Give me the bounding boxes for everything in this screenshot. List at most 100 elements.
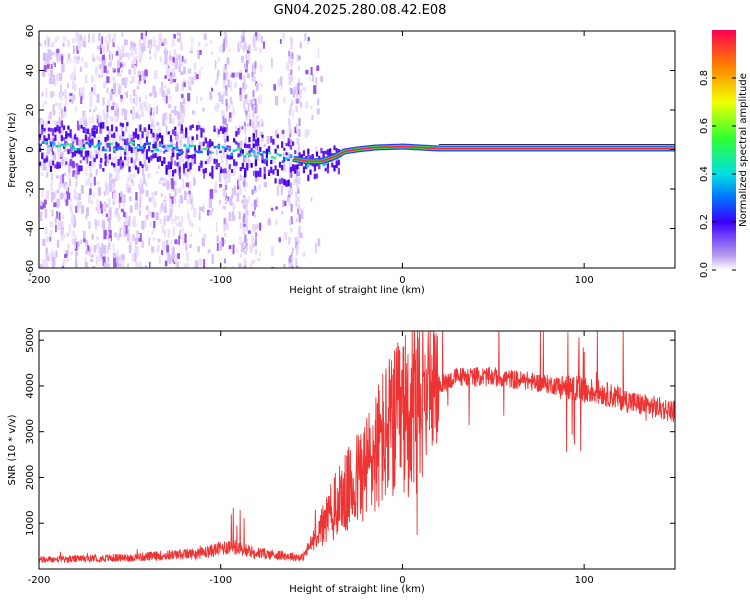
- heat-noise-cell: [133, 159, 137, 166]
- heat-noise-cell: [127, 138, 131, 144]
- heat-noise-cell: [316, 108, 320, 115]
- heat-noise-cell: [94, 148, 98, 154]
- heat-noise-cell: [175, 222, 179, 227]
- heat-band-cell: [124, 151, 127, 156]
- heat-noise-cell: [172, 195, 177, 205]
- heat-streak-cell: [253, 66, 256, 72]
- heat-noise-cell: [108, 197, 111, 207]
- heat-noise-cell: [68, 95, 73, 100]
- heat-noise-cell: [261, 136, 264, 142]
- heat-noise-cell: [49, 111, 52, 119]
- heat-streak-cell: [253, 106, 256, 112]
- heat-noise-cell: [75, 175, 78, 180]
- heat-noise-cell: [181, 61, 184, 67]
- heat-noise-cell: [72, 37, 75, 44]
- heat-ridge-cell: [205, 147, 209, 151]
- heat-noise-cell: [115, 89, 117, 97]
- heat-noise-cell: [108, 129, 112, 136]
- spectrogram-heatmap: [39, 31, 675, 268]
- heat-noise-cell: [102, 220, 106, 230]
- heat-noise-cell: [171, 180, 175, 190]
- heat-noise-cell: [189, 50, 193, 54]
- heat-noise-cell: [75, 60, 80, 65]
- heat-noise-cell: [263, 181, 268, 188]
- heat-band-cell: [294, 164, 297, 171]
- heat-noise-cell: [112, 76, 116, 82]
- heat-noise-cell: [181, 216, 184, 221]
- heat-noise-cell: [79, 141, 83, 146]
- heat-ridge-cell: [216, 145, 220, 149]
- heat-streak-cell: [288, 167, 291, 172]
- heat-streak-cell: [254, 61, 257, 69]
- heat-noise-cell: [239, 174, 242, 182]
- heat-noise-cell: [75, 181, 78, 187]
- heat-band-cell: [300, 154, 303, 158]
- heat-noise-cell: [139, 135, 142, 145]
- heat-noise-cell: [208, 198, 212, 208]
- heat-streak-cell: [244, 108, 247, 114]
- heat-band-cell: [130, 147, 133, 153]
- heat-noise-cell: [317, 238, 321, 247]
- heat-streak-cell: [243, 80, 246, 86]
- heat-noise-cell: [115, 113, 118, 120]
- heat-band-cell: [289, 166, 292, 173]
- heat-noise-cell: [169, 60, 172, 64]
- heat-noise-cell: [144, 94, 147, 100]
- heat-noise-cell: [171, 203, 174, 213]
- heat-band-cell: [285, 180, 288, 187]
- heat-noise-cell: [258, 184, 261, 191]
- heat-noise-cell: [143, 150, 147, 161]
- heat-noise-cell: [160, 193, 163, 197]
- heat-noise-cell: [46, 256, 50, 262]
- heat-ridge-cell: [232, 149, 236, 153]
- heat-band-cell: [152, 153, 155, 159]
- heat-band-cell: [191, 154, 194, 159]
- heat-noise-cell: [159, 255, 161, 265]
- heat-noise-cell: [154, 52, 157, 60]
- heat-streak-cell: [295, 248, 298, 256]
- heat-band-cell: [320, 147, 323, 154]
- heat-band-cell: [209, 143, 212, 148]
- heat-band-cell: [289, 145, 292, 150]
- heat-noise-cell: [190, 191, 193, 200]
- heat-noise-cell: [182, 98, 186, 105]
- heat-noise-cell: [133, 147, 135, 153]
- heat-noise-cell: [135, 94, 138, 105]
- snr-y-tick-label: 4000: [25, 373, 36, 398]
- heat-noise-cell: [180, 197, 184, 204]
- heat-noise-cell: [140, 46, 143, 57]
- heat-noise-cell: [50, 129, 53, 139]
- heat-noise-cell: [123, 228, 127, 237]
- heat-noise-cell: [125, 182, 129, 193]
- heat-streak-cell: [295, 98, 298, 104]
- heat-noise-cell: [55, 50, 58, 58]
- heat-noise-cell: [43, 63, 47, 73]
- heat-band-cell: [311, 162, 314, 167]
- heat-noise-cell: [185, 262, 189, 268]
- heat-noise-cell: [315, 77, 318, 85]
- heat-noise-cell: [250, 203, 253, 207]
- heat-noise-cell: [226, 196, 229, 202]
- heat-band-cell: [324, 167, 327, 172]
- heat-noise-cell: [141, 189, 145, 193]
- heat-noise-cell: [228, 47, 231, 52]
- heat-ridge-cell: [257, 151, 261, 155]
- heat-noise-cell: [140, 190, 143, 195]
- heat-noise-cell: [249, 119, 252, 127]
- heat-band-cell: [226, 135, 229, 142]
- heat-noise-cell: [149, 49, 151, 55]
- heat-band-cell: [62, 137, 66, 141]
- heat-band-cell: [276, 144, 279, 149]
- heat-noise-cell: [143, 173, 145, 183]
- heat-band-cell: [137, 167, 140, 174]
- heat-band-cell: [243, 143, 247, 148]
- heat-noise-cell: [89, 182, 92, 187]
- colorbar-tick-label: 0.8: [699, 70, 710, 86]
- heat-noise-cell: [203, 233, 207, 239]
- heat-noise-cell: [120, 94, 123, 99]
- heat-noise-cell: [246, 55, 250, 63]
- heat-noise-cell: [80, 239, 83, 245]
- heat-noise-cell: [135, 151, 138, 161]
- heat-noise-cell: [178, 120, 180, 127]
- heat-ridge-cell: [115, 148, 119, 151]
